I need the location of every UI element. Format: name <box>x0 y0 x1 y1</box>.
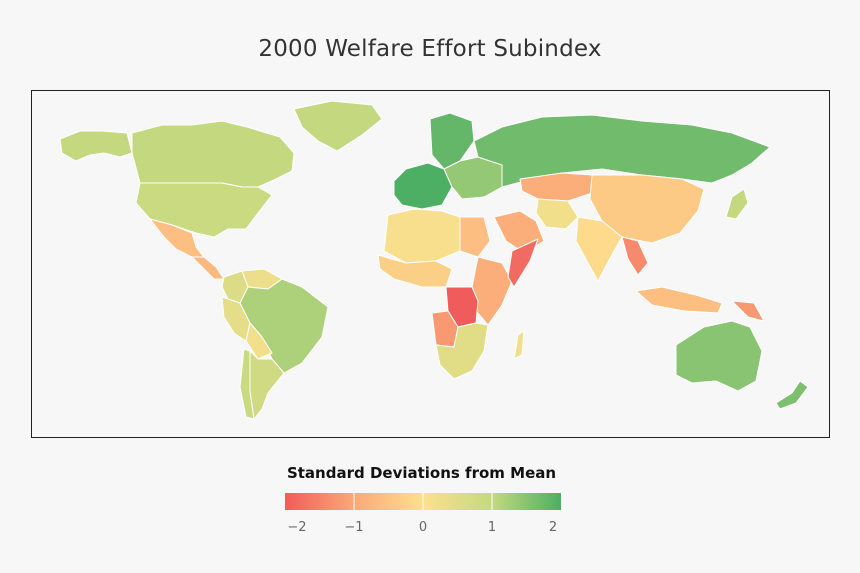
region-new-zealand[interactable] <box>775 380 809 410</box>
region-greenland[interactable] <box>293 100 383 152</box>
legend-tick-label: −2 <box>287 520 307 535</box>
region-north-africa[interactable] <box>383 208 461 264</box>
region-central-america[interactable] <box>191 256 225 280</box>
legend-ticks: −2 −1 0 1 2 <box>0 520 860 540</box>
region-china[interactable] <box>589 174 705 244</box>
region-iran[interactable] <box>535 198 579 230</box>
region-india[interactable] <box>575 216 623 282</box>
region-bolivia[interactable] <box>245 322 273 360</box>
legend-color-bar <box>285 493 561 510</box>
legend-dividers <box>353 493 493 510</box>
region-indonesia[interactable] <box>635 286 723 314</box>
region-somalia[interactable] <box>507 238 539 288</box>
region-canada[interactable] <box>131 120 295 188</box>
region-southern-africa[interactable] <box>435 322 489 380</box>
region-japan[interactable] <box>725 188 749 220</box>
legend-tick-label: 1 <box>487 520 497 535</box>
map-frame <box>31 90 830 438</box>
region-united-states[interactable] <box>135 182 273 238</box>
region-myanmar[interactable] <box>621 236 649 276</box>
region-western-europe[interactable] <box>393 162 453 210</box>
region-argentina[interactable] <box>249 350 285 420</box>
region-madagascar[interactable] <box>513 330 525 360</box>
region-egypt[interactable] <box>459 216 491 258</box>
region-alaska[interactable] <box>59 130 133 162</box>
legend-tick-label: −1 <box>344 520 364 535</box>
region-australia[interactable] <box>675 320 763 392</box>
legend-title: Standard Deviations from Mean <box>286 464 557 482</box>
region-kazakhstan[interactable] <box>519 172 593 202</box>
world-map <box>59 100 809 420</box>
legend-tick-label: 0 <box>418 520 428 535</box>
region-saudi-arabia[interactable] <box>493 210 545 254</box>
region-east-africa[interactable] <box>471 256 513 326</box>
region-russia[interactable] <box>473 114 771 188</box>
region-scandinavia[interactable] <box>429 112 475 170</box>
region-papua-new-guinea[interactable] <box>731 300 765 322</box>
legend-tick-label: 2 <box>548 520 558 535</box>
map-title: 2000 Welfare Effort Subindex <box>258 36 602 62</box>
